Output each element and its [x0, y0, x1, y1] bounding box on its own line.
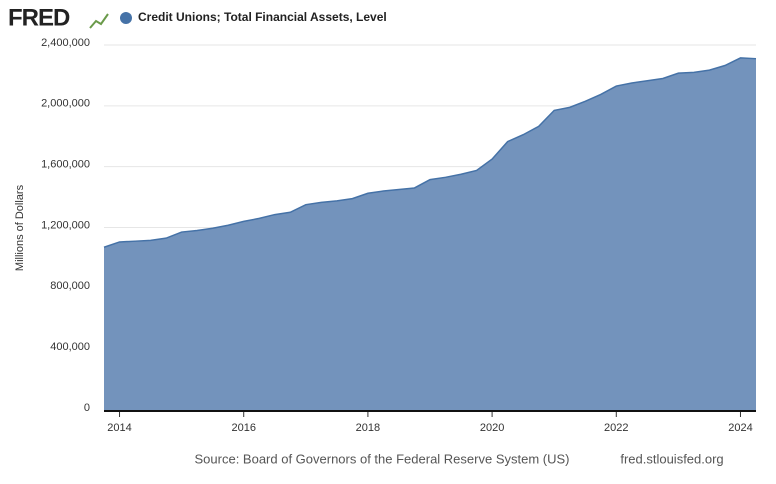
y-tick-label: 1,200,000 [41, 219, 90, 231]
logo-icon [89, 13, 109, 29]
y-tick-label: 2,400,000 [41, 37, 90, 49]
x-tick-label: 2024 [728, 422, 752, 434]
x-tick-label: 2020 [480, 422, 504, 434]
logo[interactable]: FRED [8, 4, 71, 31]
y-axis-label: Millions of Dollars [14, 184, 26, 271]
y-tick-label: 400,000 [50, 341, 90, 353]
site-link[interactable]: fred.stlouisfed.org [620, 451, 723, 466]
x-tick-label: 2018 [356, 422, 380, 434]
y-tick-label: 1,600,000 [41, 159, 90, 171]
source: Source: Board of Governors of the Federa… [195, 451, 570, 466]
legend-label: Credit Unions; Total Financial Assets, L… [138, 10, 387, 24]
legend-marker [120, 12, 132, 24]
x-tick-label: 2014 [107, 422, 131, 434]
y-tick-label: 2,000,000 [41, 98, 90, 110]
line [103, 57, 757, 248]
x-tick-label: 2022 [604, 422, 628, 434]
x-tick-label: 2016 [231, 422, 255, 434]
y-tick-label: 800,000 [50, 280, 90, 292]
y-tick-label: 0 [84, 402, 90, 414]
area [104, 57, 756, 410]
